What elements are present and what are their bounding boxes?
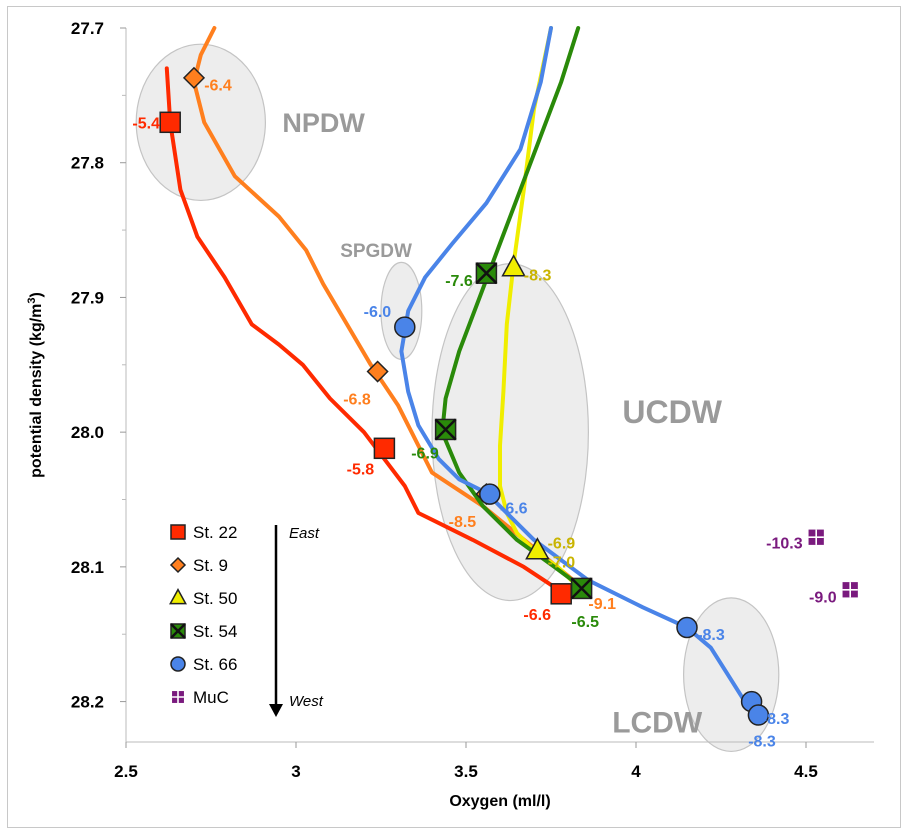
tick-labels: 27.7 27.8 27.9 28.0 28.1 28.2 2.5 3 3.5 4 4.5 <box>71 19 818 781</box>
direction-east-label: East <box>289 525 320 542</box>
marker-muc <box>842 582 858 598</box>
marker-muc-plus <box>808 529 824 545</box>
marker-muc <box>808 529 824 545</box>
y-tick-label: 28.2 <box>71 693 104 712</box>
y-tick-label: 28.0 <box>71 423 104 442</box>
marker-muc-plus <box>842 582 858 598</box>
marker-st-54-x <box>570 577 593 600</box>
marker-st-9 <box>366 360 389 383</box>
x-tick-label: 3 <box>291 762 300 781</box>
marker-st-66 <box>676 616 698 639</box>
legend-entry-label: St. 22 <box>193 523 237 542</box>
data-label-st-9: -8.5 <box>449 514 477 531</box>
data-label-st-66: -8.3 <box>697 627 725 644</box>
data-label-st-22: -6.6 <box>523 607 551 624</box>
legend-marker-st-54 <box>170 623 186 639</box>
y-tick-label: 27.8 <box>71 154 104 173</box>
marker-st-50 <box>501 254 526 277</box>
data-label-st-54: -6.9 <box>411 445 439 462</box>
legend-entry-label: MuC <box>193 688 229 707</box>
x-tick-label: 3.5 <box>454 762 478 781</box>
marker-st-50 <box>525 537 550 560</box>
region-ucdw-label: UCDW <box>622 394 722 430</box>
series-lines <box>164 26 761 718</box>
data-label-muc: -10.3 <box>766 536 803 553</box>
marker-st-66 <box>394 316 416 338</box>
legend-marker-st-50 <box>169 588 187 605</box>
x-tick-label: 4.5 <box>794 762 818 781</box>
legend-entry-label: St. 54 <box>193 622 237 641</box>
marker-st-9 <box>182 66 206 89</box>
data-label-st-50: -8.3 <box>524 268 552 285</box>
data-label-st-9: -6.8 <box>343 391 371 408</box>
legend-marker-st-66 <box>170 656 186 672</box>
data-label-st-66: -8.3 <box>748 734 776 751</box>
data-label-st-9: -9.1 <box>588 596 616 613</box>
series-line-st-22 <box>164 66 567 596</box>
y-tick-label: 27.9 <box>71 288 104 307</box>
data-label-st-66: -8.3 <box>762 711 790 728</box>
region-lcdw-label: LCDW <box>612 706 703 739</box>
y-axis-title-main: potential density (kg/m <box>28 304 45 478</box>
legend-marker-st-22 <box>170 524 186 540</box>
x-tick-label: 2.5 <box>114 762 138 781</box>
axes <box>125 28 874 743</box>
data-label-muc: -9.0 <box>809 590 837 607</box>
series-line-st-66 <box>399 26 761 718</box>
legend-marker-st-54-x <box>170 623 186 639</box>
y-axis-title: potential density (kg/m3) <box>26 292 45 478</box>
legend-marker-muc-plus <box>172 691 184 703</box>
y-axis-title-superscript: 3 <box>26 297 38 303</box>
series-markers <box>159 66 858 726</box>
direction-indicator: East West <box>269 525 324 717</box>
marker-st-66 <box>479 483 501 505</box>
marker-st-54 <box>475 262 498 285</box>
data-label-st-50: -6.9 <box>548 536 576 553</box>
marker-st-22 <box>159 111 181 134</box>
direction-west-label: West <box>289 693 324 710</box>
data-label-st-22: -5.8 <box>347 462 375 479</box>
direction-arrow-head <box>269 704 283 717</box>
data-label-st-66: -6.6 <box>500 501 528 518</box>
data-label-st-66: -6.0 <box>364 304 392 321</box>
data-label-st-54: -7.6 <box>445 273 473 290</box>
data-label-st-9: -6.4 <box>204 78 232 95</box>
legend-entry-label: St. 9 <box>193 556 228 575</box>
marker-st-54 <box>434 418 457 441</box>
x-tick-label: 4 <box>631 762 641 781</box>
y-tick-label: 27.7 <box>71 19 104 38</box>
legend-marker-st-9 <box>169 556 187 574</box>
data-label-st-54: -6.5 <box>571 614 599 631</box>
region-npdw-label: NPDW <box>282 108 365 138</box>
marker-st-54 <box>570 577 593 600</box>
data-labels: NPDW SPGDW UCDW LCDW -5.4 -5.8 -6.6 -6.4 -6.8 -8.… <box>132 78 836 751</box>
marker-st-54-x <box>434 418 457 441</box>
region-spgdw-label: SPGDW <box>340 241 412 262</box>
series-line-st-54 <box>440 26 584 590</box>
legend: St. 22 St. 9 St. 50 St. 54 St. 66 MuC <box>169 523 237 707</box>
legend-marker-muc <box>172 691 184 703</box>
marker-st-22 <box>550 583 572 605</box>
marker-st-66 <box>747 704 770 726</box>
water-mass-regions <box>135 43 780 753</box>
marker-st-22 <box>373 437 396 460</box>
y-tick-label: 28.1 <box>71 558 104 577</box>
series-line-st-9 <box>192 26 584 590</box>
x-axis-title: Oxygen (ml/l) <box>449 793 550 810</box>
marker-st-54-x <box>475 262 498 285</box>
data-label-st-22: -5.4 <box>132 115 160 132</box>
data-label-st-50: -7.0 <box>548 554 576 571</box>
y-axis-title-end: ) <box>28 292 45 297</box>
legend-entry-label: St. 66 <box>193 655 237 674</box>
legend-entry-label: St. 50 <box>193 589 237 608</box>
